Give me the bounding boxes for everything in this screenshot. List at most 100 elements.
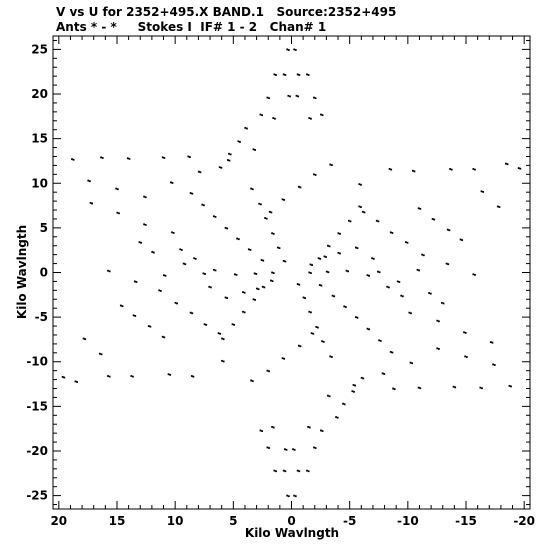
uv-point [308,310,311,313]
uv-point [228,159,231,162]
uv-point [519,167,522,170]
uv-point [278,247,281,250]
uv-point [474,168,476,171]
uv-point [472,273,475,276]
uv-point [356,316,359,319]
uv-point [213,215,215,218]
uv-point [162,274,165,277]
uv-point [349,220,352,223]
axis-tick-labels: 20 15 10 5 0 -5 -10 -15 -20 25 20 15 10 5 0 -5 -10 -15 -20… [26,42,535,528]
uv-point [133,280,136,283]
uv-point [261,430,263,432]
uv-point [205,323,208,326]
uv-point [134,315,137,317]
uv-point [347,270,350,273]
uv-point [321,430,324,432]
uv-point [107,375,109,377]
uv-point [184,263,187,266]
uv-point [447,263,450,266]
uv-point [383,373,386,375]
uv-point [459,238,462,241]
uv-point [253,272,256,275]
uv-point [329,163,332,166]
uv-point [375,219,378,222]
uv-point [100,353,103,356]
uv-point [289,95,291,98]
uv-point [282,469,285,472]
uv-point [390,168,393,171]
uv-point [411,169,414,172]
uv-point [393,388,396,391]
uv-point [321,114,324,117]
uv-point [353,390,355,393]
uv-point [261,114,263,117]
uv-point [199,171,202,174]
uv-point [368,328,370,331]
uv-point [452,385,455,388]
uv-point [250,379,253,382]
uv-point [493,364,496,366]
uv-point [304,297,306,299]
uv-point [226,297,229,299]
uv-point [235,273,238,276]
plot-frame [52,35,531,510]
uv-point [354,384,357,387]
uv-point [126,157,129,160]
uv-point [327,271,330,274]
uv-point [315,326,318,328]
uv-point [217,332,220,335]
uv-point [284,74,287,76]
uv-point [158,289,161,292]
y-tick-label: -15 [26,399,48,413]
uv-point [413,170,416,173]
uv-point [354,316,357,319]
uv-point [138,241,141,244]
uv-point [260,259,263,261]
uv-point [419,387,422,390]
uv-point [128,157,131,160]
uv-point [496,205,499,208]
uv-point [233,323,236,326]
uv-point [307,470,310,473]
uv-point [256,287,258,290]
uv-point [144,196,147,199]
uv-point [268,210,271,213]
uv-point [363,211,366,214]
uv-point [237,140,240,143]
uv-point [404,241,407,244]
uv-point [259,429,262,432]
uv-point [283,357,286,360]
uv-point [179,248,182,251]
uv-point [161,156,164,159]
uv-point [281,198,284,201]
uv-point [115,187,118,190]
uv-point [191,192,194,195]
uv-point [286,494,289,497]
uv-point [169,181,172,184]
uv-point [174,301,177,304]
uv-point [222,338,225,341]
uv-point [506,163,509,166]
uv-point [221,359,223,362]
uv-point [437,348,440,350]
uv-point [189,156,191,158]
uv-point [190,375,193,377]
uv-point [321,340,324,343]
y-tick-label: 25 [31,42,48,56]
uv-point [481,387,483,390]
uv-point [362,377,365,380]
uv-point [268,447,270,449]
uv-point [254,298,256,301]
uv-point [224,226,227,229]
uv-point [163,157,166,159]
uv-point [182,262,185,265]
uv-point [411,362,414,365]
uv-point [91,202,94,205]
uv-point [408,311,411,314]
uv-point [143,195,146,198]
uv-point [296,73,299,76]
uv-point [296,283,299,285]
x-tick-label: 0 [287,514,295,528]
uv-point [310,117,312,120]
